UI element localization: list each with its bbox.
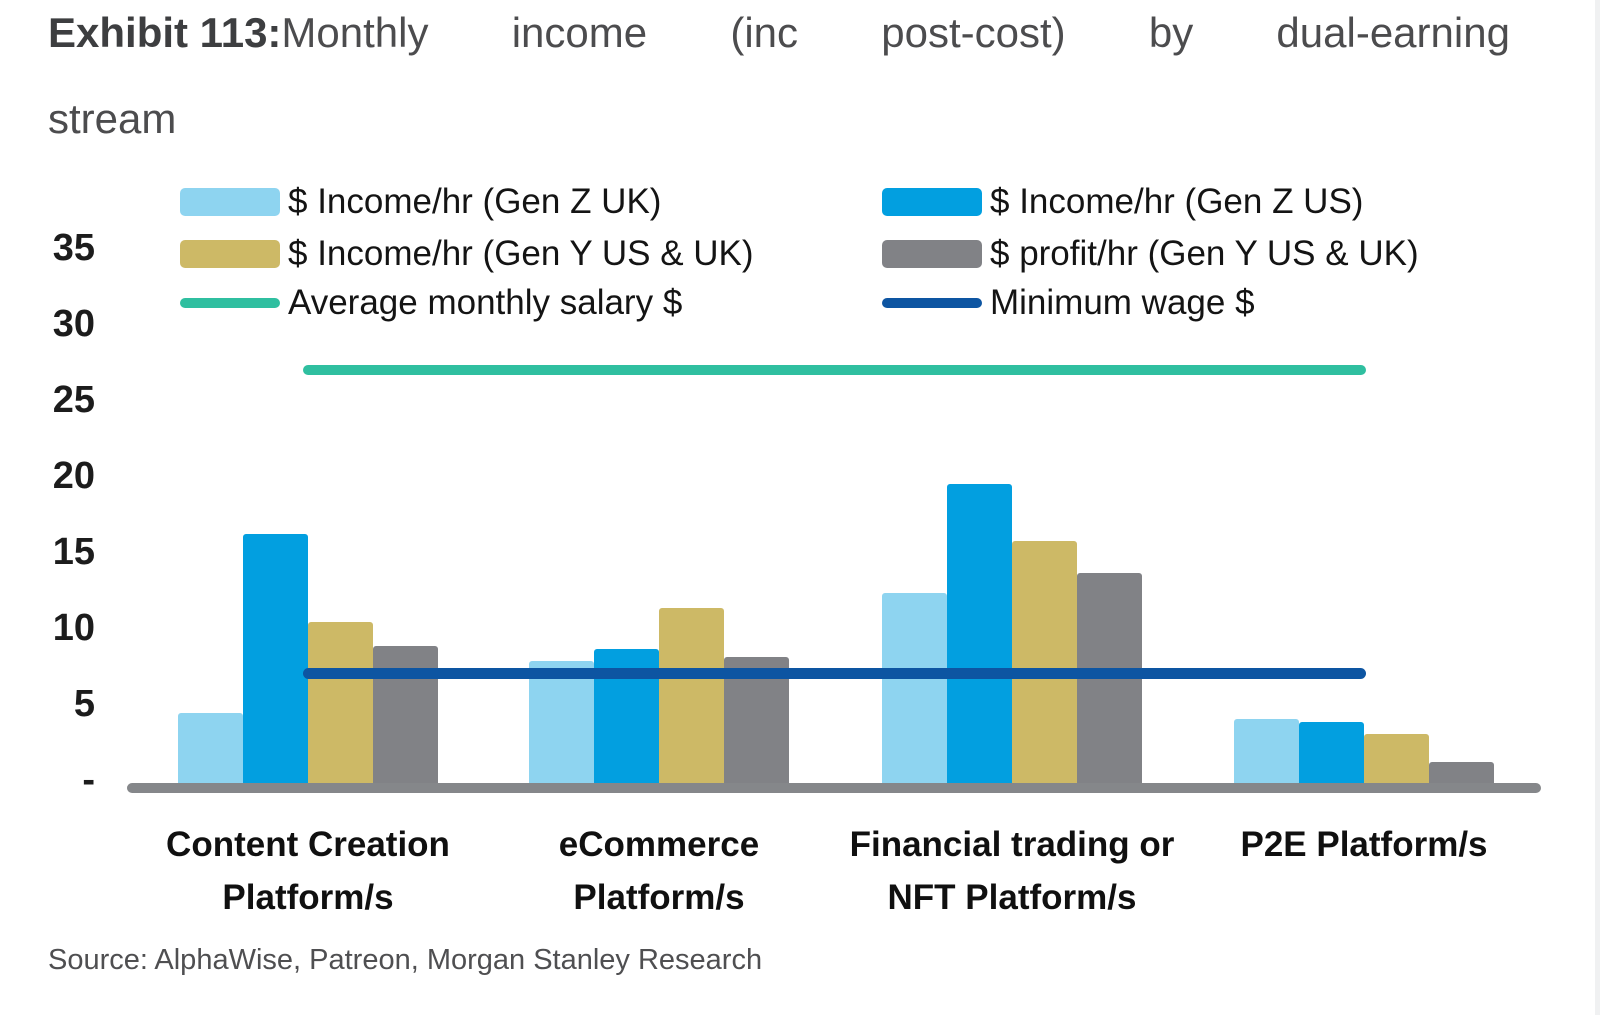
bar-series2-cat3 bbox=[947, 484, 1012, 783]
legend-line-swatch-2 bbox=[882, 298, 982, 308]
bar-series4-cat4 bbox=[1429, 762, 1494, 783]
legend-swatch-1 bbox=[180, 188, 280, 216]
legend-label: Minimum wage $ bbox=[990, 283, 1255, 322]
legend-swatch-3 bbox=[180, 240, 280, 268]
legend-label: $ Income/hr (Gen Y US & UK) bbox=[288, 234, 754, 273]
chart-title-word: dual-earning bbox=[1276, 9, 1510, 56]
bar-series3-cat2 bbox=[659, 608, 724, 783]
chart-title-word: post-cost) bbox=[881, 9, 1066, 56]
y-tick-label-10: 10 bbox=[52, 607, 95, 649]
bar-series2-cat1 bbox=[243, 534, 308, 783]
legend-line-swatch-1 bbox=[180, 298, 280, 308]
chart-title-word: by bbox=[1148, 9, 1194, 56]
chart-title-line2: stream bbox=[48, 95, 177, 142]
chart-title-line1: Exhibit 113:Monthly income (inc post-cost) b… bbox=[48, 6, 1510, 60]
y-tick-label-20: 20 bbox=[52, 455, 95, 497]
bar-series2-cat4 bbox=[1299, 722, 1364, 783]
chart-title-word: income bbox=[511, 9, 648, 56]
y-tick-label-35: 35 bbox=[52, 227, 95, 269]
chart-title-word: (inc bbox=[730, 9, 799, 56]
legend-label: $ Income/hr (Gen Z UK) bbox=[288, 182, 662, 221]
x-axis-line bbox=[127, 783, 1541, 793]
bar-series3-cat3 bbox=[1012, 541, 1077, 783]
bar-series1-cat3 bbox=[882, 593, 947, 783]
bar-series4-cat1 bbox=[373, 646, 438, 783]
y-tick-label-15: 15 bbox=[52, 531, 95, 573]
category-label-1: Content Creation Platform/s bbox=[166, 825, 450, 917]
legend-label: $ profit/hr (Gen Y US & UK) bbox=[990, 234, 1419, 273]
bar-series1-cat1 bbox=[178, 713, 243, 783]
bar-series3-cat1 bbox=[308, 622, 373, 783]
y-tick-label-5: 5 bbox=[73, 683, 95, 725]
minimum-wage-line bbox=[303, 668, 1366, 679]
category-label-4: P2E Platform/s bbox=[1240, 825, 1488, 864]
source-note: Source: AlphaWise, Patreon, Morgan Stanl… bbox=[48, 944, 763, 976]
bar-series1-cat4 bbox=[1234, 719, 1299, 783]
y-tick-label-25: 25 bbox=[52, 379, 95, 421]
category-label-3: Financial trading or NFT Platform/s bbox=[849, 825, 1175, 917]
category-label-2: eCommerce Platform/s bbox=[558, 825, 760, 917]
legend-label: Average monthly salary $ bbox=[288, 283, 683, 322]
y-tick-label-0: - bbox=[82, 759, 95, 801]
chart-title-exhibit-label: Exhibit 113: bbox=[48, 9, 282, 56]
page-edge-strip bbox=[1595, 0, 1600, 1015]
bar-series3-cat4 bbox=[1364, 734, 1429, 783]
legend-label: $ Income/hr (Gen Z US) bbox=[990, 182, 1364, 221]
legend-swatch-4 bbox=[882, 240, 982, 268]
avg-monthly-salary-line bbox=[303, 365, 1366, 375]
y-tick-label-30: 30 bbox=[52, 303, 95, 345]
legend-swatch-2 bbox=[882, 188, 982, 216]
bar-series1-cat2 bbox=[529, 661, 594, 783]
chart-title-first-word: Exhibit 113:Monthly bbox=[48, 9, 429, 56]
